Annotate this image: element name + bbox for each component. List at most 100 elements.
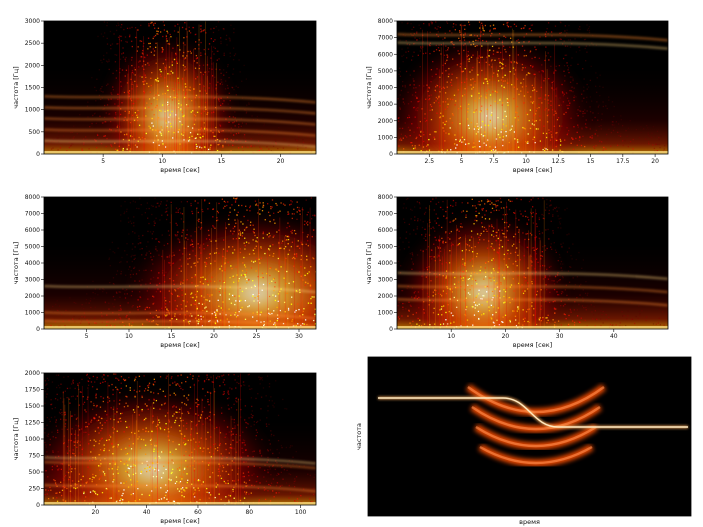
baseline-energy bbox=[44, 502, 316, 505]
y-tick-label: 2000 bbox=[25, 293, 40, 300]
y-tick-label: 1000 bbox=[25, 310, 40, 317]
y-tick-label: 8000 bbox=[25, 194, 40, 201]
x-tick-label: 30 bbox=[295, 333, 303, 340]
y-axis-label: частота [Гц] bbox=[365, 66, 373, 108]
x-tick-label: 20 bbox=[92, 509, 100, 516]
baseline-energy bbox=[44, 151, 316, 154]
y-axis-ticks: 0 1000 2000 3000 4000 5000 6000 7000 8000 bbox=[25, 194, 44, 333]
harmonic-line bbox=[44, 461, 316, 469]
x-axis-ticks: 5 10 15 20 bbox=[101, 154, 285, 165]
y-tick-label: 6000 bbox=[378, 227, 393, 234]
x-axis-ticks: 5 10 15 20 25 30 bbox=[85, 329, 303, 340]
y-tick-label: 1000 bbox=[378, 310, 393, 317]
x-tick-label: 20 bbox=[651, 158, 659, 165]
y-tick-label: 500 bbox=[29, 469, 41, 476]
spectrogram-panel-3: 0 1000 2000 3000 4000 5000 6000 7000 8000 5 10 15 20… bbox=[12, 194, 317, 349]
spectral-noise bbox=[44, 197, 316, 329]
harmonic-line bbox=[44, 311, 316, 320]
harmonic-lines bbox=[397, 33, 668, 50]
x-tick-label: 40 bbox=[610, 333, 618, 340]
y-tick-label: 4000 bbox=[378, 260, 393, 267]
y-axis-label: частота [Гц] bbox=[12, 66, 20, 108]
y-tick-label: 1750 bbox=[25, 387, 40, 394]
y-tick-label: 1000 bbox=[25, 107, 40, 114]
harmonic-line bbox=[44, 140, 316, 148]
x-tick-label: 15 bbox=[168, 333, 176, 340]
plot-frame bbox=[367, 356, 692, 517]
y-axis-ticks: 0 250 500 750 1000 1250 1500 1750 2000 bbox=[25, 370, 44, 509]
spectral-noise bbox=[46, 21, 316, 154]
harmonic-line bbox=[397, 41, 668, 50]
x-tick-label: 5 bbox=[101, 158, 105, 165]
y-tick-label: 7000 bbox=[25, 211, 40, 218]
time-bursts bbox=[422, 23, 558, 154]
x-axis-label: время [сек] bbox=[160, 166, 199, 174]
y-tick-label: 2000 bbox=[25, 62, 40, 69]
harmonic-line bbox=[397, 272, 668, 280]
energy-blob bbox=[397, 36, 590, 154]
x-tick-label: 7.5 bbox=[489, 158, 499, 165]
harmonic-line bbox=[44, 106, 316, 115]
harmonic-lines bbox=[44, 456, 316, 492]
y-tick-label: 1500 bbox=[25, 403, 40, 410]
y-axis-label: частота [Гц] bbox=[12, 242, 20, 284]
time-bursts bbox=[422, 199, 545, 329]
x-tick-label: 60 bbox=[194, 509, 202, 516]
y-tick-label: 500 bbox=[29, 129, 41, 136]
y-tick-label: 1000 bbox=[25, 436, 40, 443]
harmonic-line bbox=[397, 33, 668, 41]
harmonic-line bbox=[397, 298, 668, 306]
y-tick-label: 3000 bbox=[25, 277, 40, 284]
y-tick-label: 5000 bbox=[378, 68, 393, 75]
x-axis-label: время bbox=[519, 518, 540, 526]
harmonic-line bbox=[397, 285, 668, 293]
energy-blob bbox=[100, 36, 236, 154]
x-axis-label: время [сек] bbox=[160, 341, 199, 349]
schematic-tone-curve bbox=[378, 397, 688, 428]
y-tick-label: 0 bbox=[36, 502, 40, 509]
y-axis-ticks: 0 1000 2000 3000 4000 5000 6000 7000 8000 bbox=[378, 194, 397, 333]
x-tick-label: 15 bbox=[587, 158, 595, 165]
x-tick-label: 100 bbox=[295, 509, 307, 516]
harmonic-line bbox=[44, 128, 316, 137]
harmonic-line bbox=[44, 456, 316, 465]
x-tick-label: 2.5 bbox=[424, 158, 434, 165]
spectral-noise bbox=[397, 197, 668, 329]
energy-blob bbox=[125, 212, 316, 329]
x-tick-label: 25 bbox=[253, 333, 261, 340]
harmonic-line bbox=[44, 320, 316, 328]
x-axis-ticks: 20 40 60 80 100 bbox=[92, 505, 307, 516]
x-axis-label: время [сек] bbox=[160, 517, 199, 525]
y-axis-label: частота bbox=[355, 423, 363, 450]
harmonic-line bbox=[44, 117, 316, 126]
x-axis-ticks: 10 20 30 40 bbox=[447, 329, 618, 340]
x-tick-label: 20 bbox=[502, 333, 510, 340]
spectral-noise bbox=[44, 373, 316, 505]
baseline-energy bbox=[397, 151, 668, 154]
y-axis-label: частота [Гц] bbox=[365, 242, 373, 284]
y-tick-label: 8000 bbox=[378, 194, 393, 201]
x-tick-label: 10 bbox=[125, 333, 133, 340]
harmonic-line bbox=[44, 285, 316, 293]
x-tick-label: 17.5 bbox=[616, 158, 630, 165]
y-tick-label: 2000 bbox=[25, 370, 40, 377]
baseline-energy bbox=[397, 326, 668, 329]
spectrogram-panel-1: 0 500 1000 1500 2000 2500 3000 5 10 15 20 время [се… bbox=[12, 18, 317, 174]
harmonic-lines bbox=[44, 285, 316, 328]
y-tick-label: 0 bbox=[389, 151, 393, 158]
y-tick-label: 7000 bbox=[378, 35, 393, 42]
x-tick-label: 10 bbox=[158, 158, 166, 165]
x-axis-ticks: 2.5 5 7.5 10 12.5 15 17.5 20 bbox=[424, 154, 659, 165]
x-tick-label: 20 bbox=[210, 333, 218, 340]
y-tick-label: 3000 bbox=[378, 277, 393, 284]
y-tick-label: 6000 bbox=[25, 227, 40, 234]
y-tick-label: 1250 bbox=[25, 420, 40, 427]
y-axis-label: частота [Гц] bbox=[12, 418, 20, 460]
harmonic-lines bbox=[44, 95, 316, 148]
y-tick-label: 0 bbox=[36, 326, 40, 333]
y-tick-label: 750 bbox=[29, 453, 41, 460]
baseline-energy bbox=[44, 326, 316, 329]
y-tick-label: 5000 bbox=[25, 244, 40, 251]
x-tick-label: 80 bbox=[245, 509, 253, 516]
x-tick-label: 5 bbox=[460, 158, 464, 165]
